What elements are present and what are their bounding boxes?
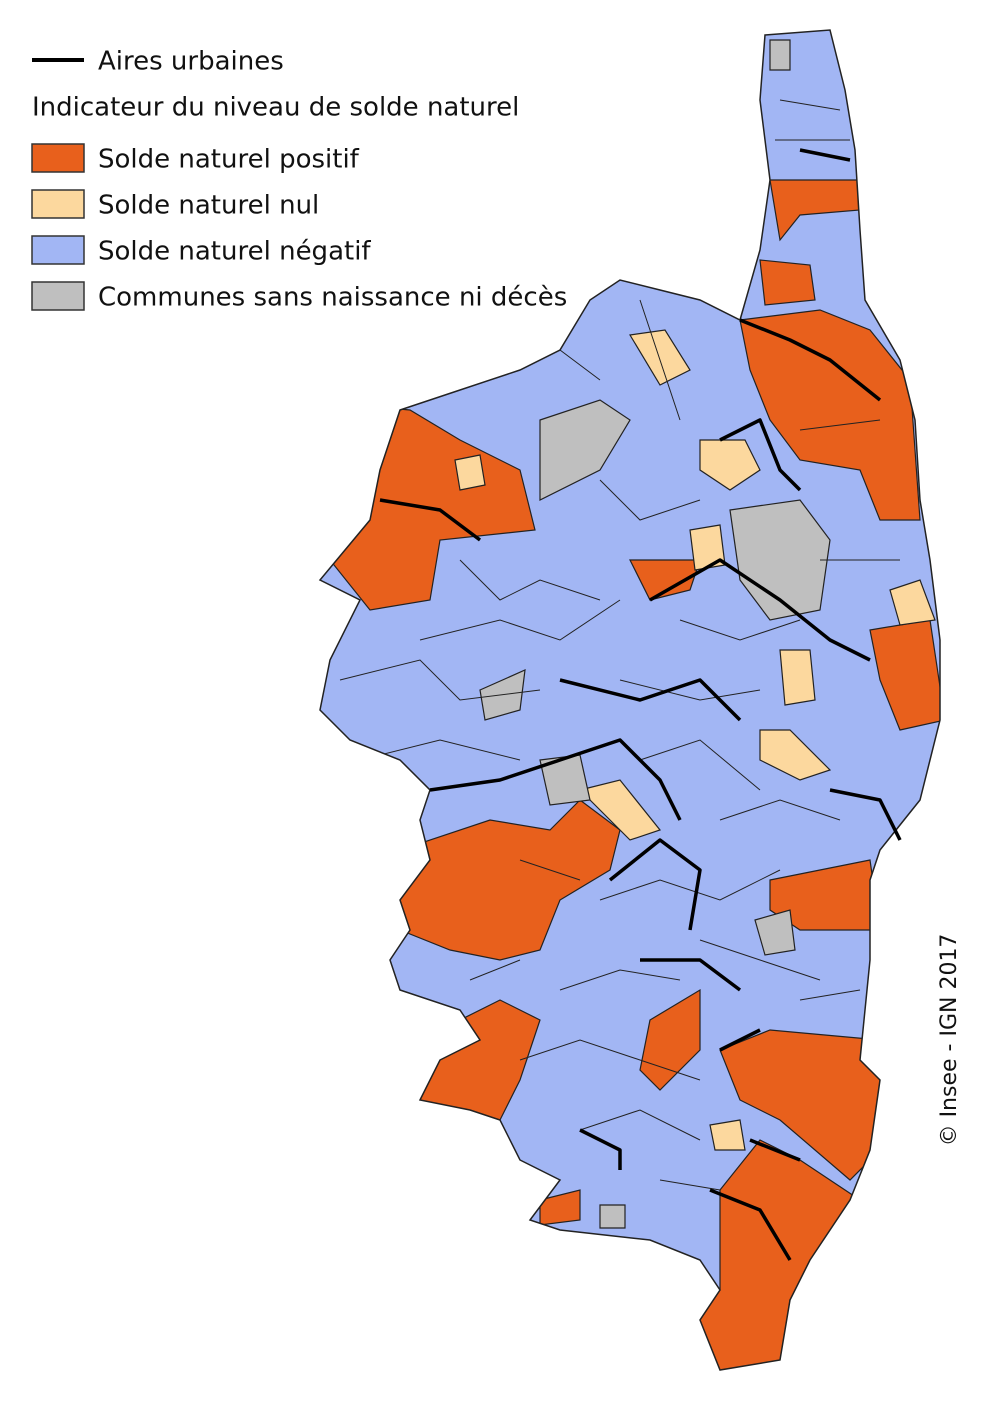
zero-commune bbox=[578, 779, 662, 841]
negative-area bbox=[320, 30, 940, 1370]
positive-commune bbox=[769, 179, 861, 242]
empty-commune bbox=[754, 909, 796, 956]
empty-commune bbox=[599, 1204, 626, 1229]
zero-commune bbox=[759, 729, 832, 781]
positive-commune bbox=[399, 799, 621, 961]
positive-commune bbox=[539, 1189, 581, 1226]
zero-commune bbox=[699, 439, 761, 491]
commune-boundaries bbox=[339, 99, 900, 1191]
legend-title: Indicateur du niveau de solde naturel bbox=[32, 93, 519, 123]
zero-commune bbox=[689, 524, 726, 571]
map bbox=[319, 29, 941, 1371]
legend-swatch bbox=[31, 143, 85, 173]
positive-commune bbox=[739, 309, 921, 521]
empty-commune bbox=[539, 399, 631, 501]
credit: © Insee - IGN 2017 bbox=[937, 934, 962, 1147]
empty-commune bbox=[769, 39, 791, 71]
legend-urban: Aires urbaines bbox=[98, 47, 284, 77]
legend-label: Solde naturel positif bbox=[98, 145, 360, 175]
legend-swatch bbox=[31, 235, 85, 265]
positive-commune bbox=[629, 559, 701, 601]
legend-label: Solde naturel négatif bbox=[98, 237, 371, 267]
legend-label: Communes sans naissance ni décès bbox=[98, 283, 567, 313]
zero-commune bbox=[779, 649, 816, 706]
zero-commune bbox=[454, 454, 486, 491]
positive-commune bbox=[769, 859, 881, 931]
zero-commune bbox=[629, 329, 691, 386]
positive-commune bbox=[759, 259, 816, 306]
urban-area-boundary bbox=[379, 148, 902, 1261]
legend-swatch bbox=[31, 281, 85, 311]
empty-commune bbox=[729, 499, 831, 621]
legend-swatch bbox=[31, 189, 85, 219]
zero-commune bbox=[889, 579, 936, 626]
legend: Aires urbaines Indicateur du niveau de s… bbox=[31, 47, 567, 313]
zero-commune bbox=[709, 1119, 746, 1151]
legend-label: Solde naturel nul bbox=[98, 191, 319, 221]
